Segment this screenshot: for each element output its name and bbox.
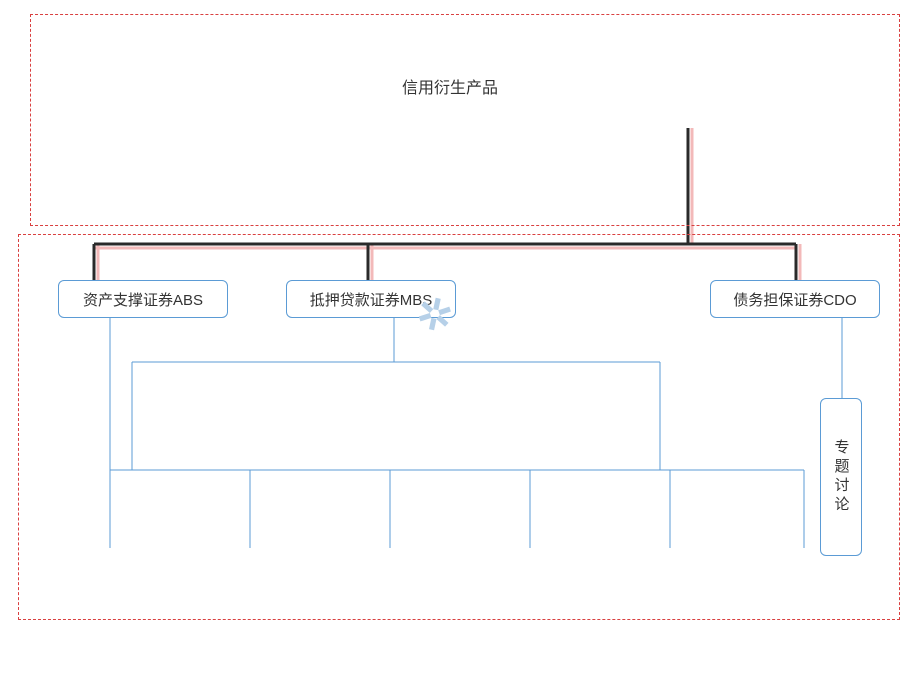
diagram-title: 信用衍生产品 (360, 74, 540, 98)
node-cdo: 债务担保证券CDO (710, 280, 880, 318)
node-abs: 资产支撑证券ABS (58, 280, 228, 318)
node-topic: 专题讨论 (820, 398, 862, 556)
container-top (30, 14, 900, 226)
